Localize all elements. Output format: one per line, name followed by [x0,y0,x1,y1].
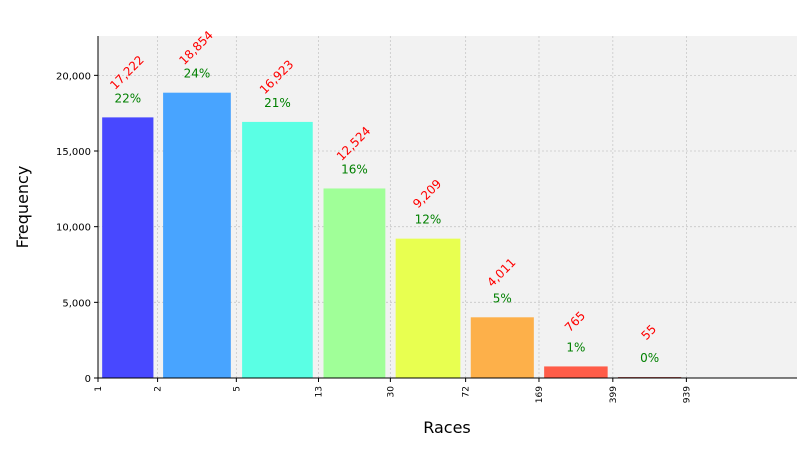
bar [544,366,608,378]
x-tick-label: 939 [682,386,692,403]
bar [102,117,154,378]
y-tick-label: 20,000 [56,71,91,82]
bar [395,238,461,378]
bar [163,92,231,378]
x-tick-label: 5 [232,386,242,392]
percent-label: 5% [493,291,512,305]
bar [323,188,386,378]
x-tick-label: 169 [535,386,545,403]
y-tick-label: 0 [85,374,91,385]
percent-label: 1% [566,340,585,354]
percent-label: 22% [114,91,141,105]
bar [470,317,534,378]
x-axis-ticks: 1 2 5 13 30 72 169 399 939 [94,378,692,403]
x-tick-label: 72 [462,386,472,397]
x-tick-label: 13 [314,386,324,397]
y-tick-label: 15,000 [56,147,91,158]
y-tick-label: 10,000 [56,223,91,234]
x-tick-label: 1 [94,386,104,392]
y-tick-label: 5,000 [62,298,91,309]
x-tick-label: 399 [609,386,619,403]
bar [242,121,313,379]
percent-label: 24% [184,67,211,81]
x-tick-label: 30 [386,386,396,398]
x-axis-title: Races [423,418,471,437]
y-axis-title: Frequency [13,166,32,249]
percent-label: 16% [341,162,368,176]
bars [102,92,682,379]
percent-label: 12% [415,213,442,227]
x-tick-label: 2 [154,386,164,392]
percent-label: 0% [640,351,659,365]
y-axis-ticks: 0 5,000 10,000 15,000 20,000 [56,71,98,385]
percent-label: 21% [264,96,291,110]
